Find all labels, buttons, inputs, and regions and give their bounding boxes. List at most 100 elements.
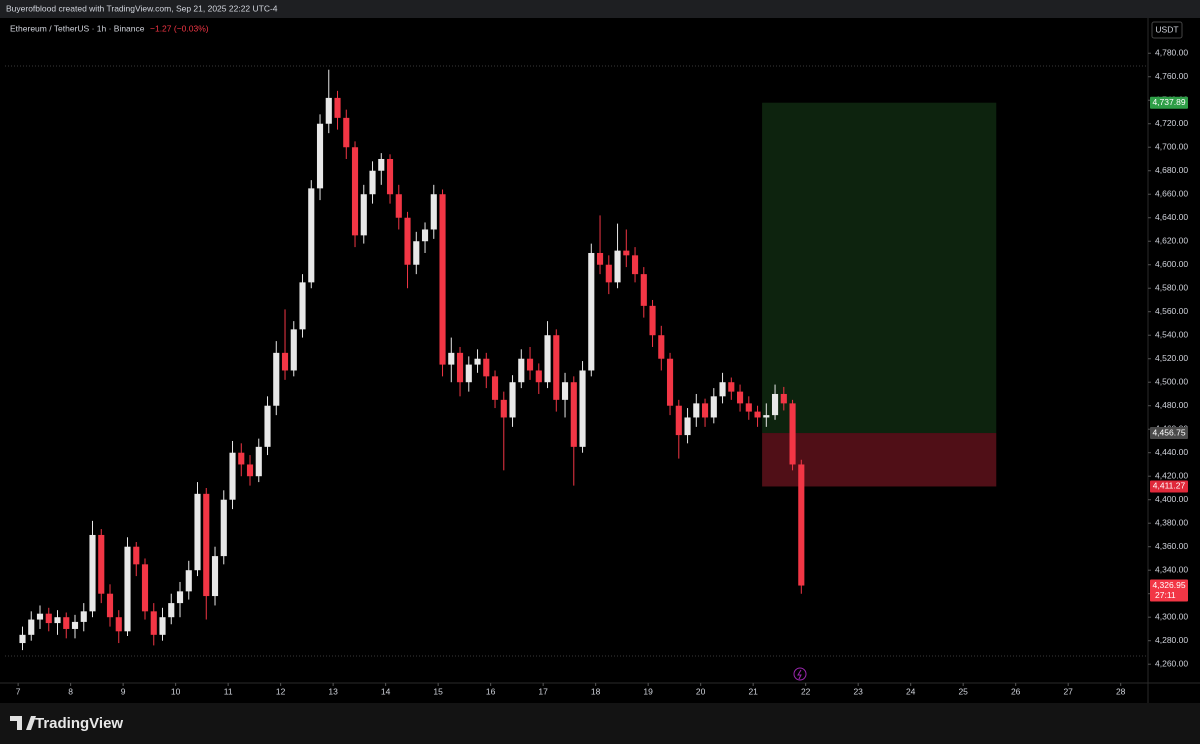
candle-body: [544, 335, 551, 383]
candle-body: [343, 117, 350, 148]
candle-body: [413, 241, 420, 265]
candle-body: [80, 611, 87, 622]
x-tick-label: 9: [121, 686, 126, 696]
candle-body: [168, 603, 175, 618]
candle-body: [754, 411, 761, 418]
candle-body: [614, 250, 621, 283]
header-bar: [0, 0, 1200, 18]
candle-body: [28, 619, 35, 635]
candle-body: [54, 617, 61, 624]
candle-body: [456, 352, 464, 383]
candle-body: [579, 370, 586, 447]
candle-body: [106, 593, 114, 618]
candle-body: [430, 194, 437, 230]
y-tick-label: 4,560.00: [1155, 306, 1188, 316]
candle-body: [553, 335, 560, 400]
y-tick-label: 4,520.00: [1155, 353, 1188, 363]
price-tag-label: 4,326.95: [1152, 580, 1185, 590]
candle-body: [229, 452, 236, 500]
y-tick-label: 4,400.00: [1155, 494, 1188, 504]
candle-body: [150, 611, 157, 635]
x-tick-label: 16: [486, 686, 496, 696]
candle-body: [19, 634, 26, 644]
candle-body: [308, 188, 315, 283]
event-icon[interactable]: [793, 667, 807, 681]
y-tick-label: 4,540.00: [1155, 329, 1188, 339]
candle-body: [220, 499, 227, 557]
plot: [19, 69, 997, 651]
candle-body: [325, 97, 332, 124]
candle-body: [273, 352, 280, 406]
candle-body: [798, 464, 805, 586]
candle-body: [421, 229, 429, 242]
candle-body: [745, 403, 752, 412]
candle-body: [666, 358, 674, 406]
candle-body: [570, 382, 577, 447]
candle-body: [474, 358, 481, 365]
event-icon-bolt: [797, 669, 802, 680]
y-tick-label: 4,420.00: [1155, 470, 1188, 480]
y-tick-label: 4,640.00: [1155, 212, 1188, 222]
candle-body: [605, 264, 612, 283]
y-tick-label: 4,780.00: [1155, 47, 1188, 57]
candle-body: [115, 617, 122, 632]
candle-body: [535, 370, 542, 383]
y-tick-label: 4,380.00: [1155, 517, 1188, 527]
candle-body: [281, 352, 289, 371]
x-tick-label: 22: [801, 686, 811, 696]
x-tick-label: 12: [276, 686, 286, 696]
candle-body: [360, 194, 367, 236]
candle-body: [211, 556, 219, 597]
candle-body: [623, 250, 630, 256]
candle-body: [351, 147, 359, 236]
candle-body: [124, 546, 131, 632]
y-tick-label: 4,280.00: [1155, 635, 1188, 645]
y-tick-label: 4,700.00: [1155, 141, 1188, 151]
candle-body: [684, 417, 691, 436]
x-tick-label: 23: [853, 686, 863, 696]
y-tick-label: 4,600.00: [1155, 259, 1188, 269]
x-tick-label: 8: [68, 686, 73, 696]
y-tick-label: 4,480.00: [1155, 400, 1188, 410]
y-tick-label: 4,440.00: [1155, 447, 1188, 457]
candle-body: [133, 546, 140, 565]
candle-body: [561, 382, 569, 400]
x-tick-label: 20: [696, 686, 706, 696]
candle-body: [299, 282, 306, 330]
brand: TradingView: [35, 715, 123, 732]
x-tick-label: 27: [1063, 686, 1073, 696]
candle-body: [290, 329, 297, 371]
candle-body: [789, 403, 796, 465]
y-tick-label: 4,760.00: [1155, 71, 1188, 81]
currency[interactable]: USDT: [1155, 24, 1178, 34]
y-tick-label: 4,680.00: [1155, 165, 1188, 175]
x-tick-label: 7: [16, 686, 21, 696]
candle-body: [631, 255, 639, 275]
candle-body: [701, 403, 709, 418]
candle-body: [404, 217, 411, 265]
candle-body: [203, 493, 210, 597]
candle-body: [728, 382, 735, 392]
candle-body: [675, 405, 682, 436]
x-tick-label: 24: [906, 686, 916, 696]
candle-body: [588, 252, 595, 371]
candle-body: [649, 305, 656, 336]
brand-logo: [10, 716, 36, 730]
y-tick-label: 4,620.00: [1155, 235, 1188, 245]
candle-body: [596, 252, 604, 265]
price-tag-label: 4,456.75: [1152, 427, 1185, 437]
x-tick-label: 14: [381, 686, 391, 696]
candle-body: [518, 358, 525, 383]
candle-body: [334, 97, 341, 118]
symbol: Ethereum / TetherUS · 1h · Binance: [10, 23, 145, 33]
candle-body: [176, 591, 184, 604]
candle-body: [736, 391, 744, 404]
currency-box[interactable]: [1151, 21, 1183, 39]
price-tag: [1150, 480, 1188, 493]
countdown: 27:11: [1155, 590, 1176, 600]
y-tick-label: 4,720.00: [1155, 118, 1188, 128]
axis-layer: 4,260.004,280.004,300.004,320.004,340.00…: [16, 47, 1189, 696]
stop-zone: [762, 433, 997, 487]
x-tick-label: 18: [591, 686, 601, 696]
